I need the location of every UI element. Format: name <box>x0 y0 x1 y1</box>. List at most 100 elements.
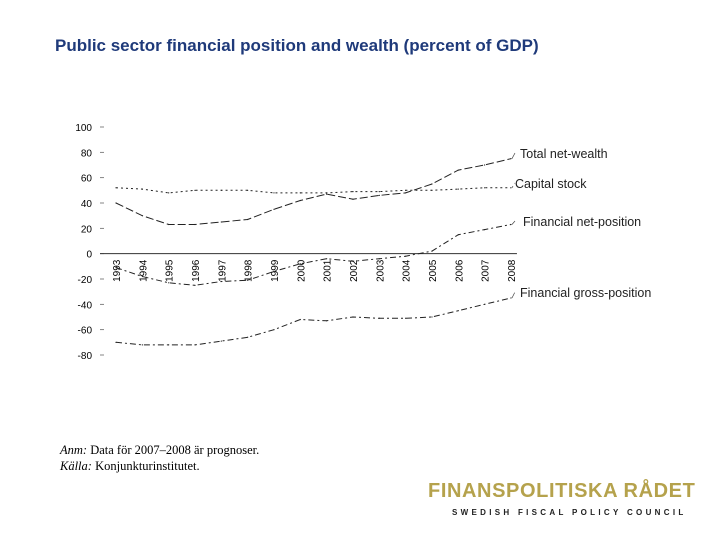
brand-subtitle: SWEDISH FISCAL POLICY COUNCIL <box>452 508 687 517</box>
x-tick-label: 1998 <box>244 259 255 282</box>
data-point <box>405 192 407 194</box>
brand-logo: FINANSPOLITISKA RÅDET SWEDISH FISCAL POL… <box>428 480 703 517</box>
data-point <box>484 303 486 305</box>
y-tick-label: 40 <box>81 199 93 210</box>
x-tick-label: 1997 <box>217 259 228 282</box>
data-point <box>378 317 380 319</box>
series-line-total-net-wealth <box>115 158 512 225</box>
x-tick-label: 1996 <box>191 259 202 282</box>
note-text: Data för 2007–2008 är prognoser. <box>87 443 260 457</box>
x-tick-label: 2000 <box>296 259 307 282</box>
data-point <box>141 188 143 190</box>
data-point <box>141 275 143 278</box>
data-point <box>510 223 512 226</box>
data-point <box>299 192 301 194</box>
data-point <box>405 255 407 257</box>
data-point <box>220 221 222 223</box>
data-point <box>510 187 512 189</box>
y-axis: 100 80 60 40 20 0 -20 -40 -60 -80 <box>75 123 104 362</box>
x-axis: 1993 1994 1995 1996 1997 1998 1999 2000 2001 2002… <box>100 253 518 282</box>
data-point <box>484 229 486 231</box>
x-tick-label: 2005 <box>428 259 439 282</box>
x-tick-label: 2002 <box>349 259 360 282</box>
data-point <box>194 344 196 346</box>
data-point <box>168 192 170 194</box>
data-point <box>220 340 222 342</box>
data-point <box>115 187 117 189</box>
label-leader <box>511 182 516 188</box>
data-point <box>247 189 249 191</box>
brand-name: FINANSPOLITISKA RÅDET <box>428 480 696 502</box>
label-leader <box>511 291 516 299</box>
data-point <box>484 187 486 189</box>
label-leader <box>511 152 516 159</box>
data-point <box>168 223 170 226</box>
y-tick-label: -40 <box>78 300 93 311</box>
data-point <box>457 310 459 312</box>
series-label: Capital stock <box>515 177 587 191</box>
data-point <box>431 189 433 191</box>
data-point <box>457 169 459 171</box>
x-tick-label: 2003 <box>375 259 386 282</box>
data-point <box>168 282 170 284</box>
y-tick-label: 0 <box>86 250 92 261</box>
data-point <box>115 341 117 343</box>
data-point <box>194 223 196 226</box>
data-point <box>378 191 380 193</box>
series-line-financial-gross-position <box>115 297 512 346</box>
y-tick-label: 80 <box>81 148 93 159</box>
data-point <box>326 192 328 194</box>
data-point <box>378 258 380 260</box>
data-point <box>405 189 407 191</box>
data-point <box>273 270 275 272</box>
x-tick-label: 2008 <box>507 259 518 282</box>
data-point <box>115 202 117 204</box>
data-point <box>141 215 143 217</box>
y-tick-label: 20 <box>81 224 93 235</box>
data-point <box>484 164 486 166</box>
y-tick-label: -20 <box>78 275 93 286</box>
chart-notes: Anm: Data för 2007–2008 är prognoser. Kä… <box>60 442 259 474</box>
data-point <box>273 192 275 194</box>
data-point <box>352 191 354 193</box>
forecast-note: Anm: Data för 2007–2008 är prognoser. <box>60 442 259 458</box>
data-point <box>457 188 459 190</box>
x-tick-label: 2001 <box>323 259 334 282</box>
data-point <box>352 198 354 200</box>
data-point <box>247 279 249 281</box>
data-point <box>352 316 354 318</box>
x-tick-label: 2006 <box>454 259 465 282</box>
data-point <box>220 280 222 283</box>
data-point <box>247 218 249 221</box>
data-point <box>326 258 328 260</box>
x-tick-label: 1993 <box>112 259 123 282</box>
series-labels: Total net-wealth Capital stock Financial n… <box>511 147 651 300</box>
data-point <box>141 344 143 346</box>
y-tick-label: -80 <box>78 351 93 362</box>
data-point <box>299 318 301 321</box>
source-text: Konjunkturinstitutet. <box>91 459 200 473</box>
data-point <box>273 208 275 210</box>
data-point <box>194 189 196 191</box>
data-point <box>431 316 433 318</box>
series-line-capital-stock <box>115 187 511 194</box>
series-label: Financial net-position <box>523 215 641 229</box>
data-point <box>247 336 249 338</box>
y-tick-label: -60 <box>78 326 93 337</box>
y-tick-label: 100 <box>75 123 92 134</box>
data-point <box>168 344 170 346</box>
data-point <box>220 189 222 191</box>
data-point <box>326 193 328 195</box>
data-point <box>115 267 117 269</box>
data-point <box>326 320 328 322</box>
data-point <box>378 194 380 196</box>
source-note: Källa: Konjunkturinstitutet. <box>60 458 259 474</box>
data-point <box>299 199 301 202</box>
series-label: Financial gross-position <box>520 286 651 300</box>
x-tick-label: 2004 <box>402 259 413 282</box>
x-tick-label: 1995 <box>165 259 176 282</box>
chart-title: Public sector financial position and wea… <box>55 36 539 55</box>
series-lines <box>115 158 512 346</box>
note-label: Anm: <box>60 443 88 457</box>
data-point <box>352 260 354 262</box>
